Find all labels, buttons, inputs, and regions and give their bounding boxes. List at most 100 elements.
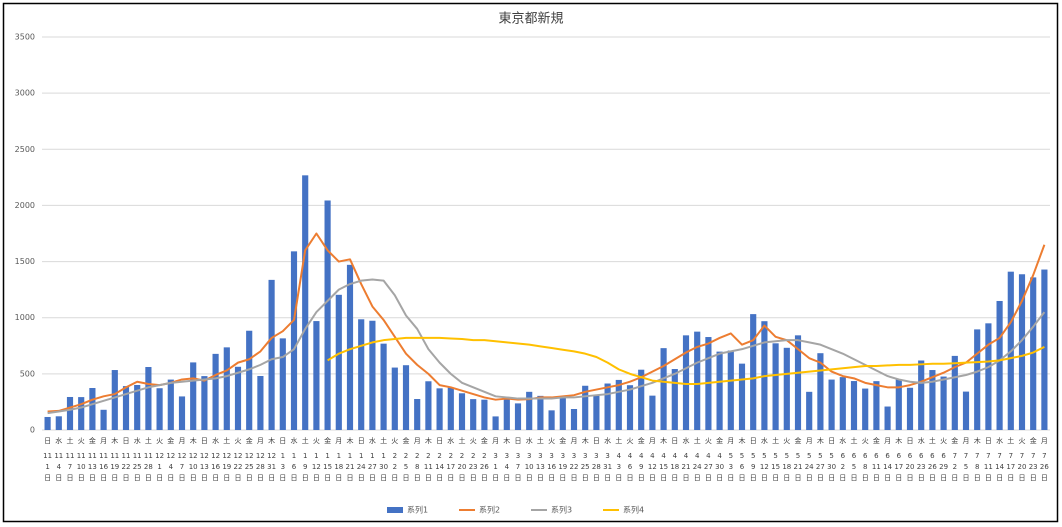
x-weekday-label: 土 [67, 436, 74, 445]
y-tick-label: 1000 [15, 313, 35, 322]
bar [806, 391, 813, 430]
x-tick-label: 6 23 日 [916, 452, 926, 482]
x-tick-label: 6 20 日 [905, 452, 915, 482]
x-tick-label: 12 1 日 [155, 452, 165, 482]
x-tick-label: 5 3 日 [727, 452, 735, 482]
x-weekday-label: 水 [918, 436, 925, 445]
x-tick-label: 7 14 日 [995, 452, 1005, 482]
x-tick-label: 5 30 日 [827, 452, 837, 482]
x-tick-label: 3 10 日 [524, 452, 534, 482]
x-weekday-label: 火 [548, 437, 555, 445]
bar [290, 251, 298, 430]
bar [884, 406, 891, 430]
bar [470, 399, 477, 430]
x-tick-label: 7 20 日 [1017, 452, 1027, 482]
x-weekday-label: 日 [123, 437, 130, 445]
line-series [47, 232, 1046, 413]
x-tick-label: 6 17 日 [894, 452, 904, 482]
bar [974, 329, 981, 430]
x-weekday-label: 月 [1041, 437, 1048, 445]
x-tick-label: 2 2 日 [391, 452, 399, 482]
x-tick-label: 1 24 日 [356, 452, 366, 482]
x-weekday-label: 金 [795, 436, 802, 445]
bar [839, 377, 846, 430]
bar [783, 347, 790, 430]
bar [257, 375, 264, 430]
bar [716, 351, 723, 430]
x-tick-label: 6 8 日 [861, 452, 869, 482]
x-tick-label: 7 17 日 [1006, 452, 1016, 482]
x-tick-label: 11 1 日 [43, 452, 53, 482]
x-weekday-label: 日 [750, 437, 757, 445]
x-weekday-label: 水 [839, 436, 846, 445]
bar [111, 370, 118, 430]
x-weekday-label: 月 [571, 437, 578, 445]
x-tick-label: 5 21 日 [793, 452, 803, 482]
x-weekday-label: 月 [884, 437, 891, 445]
bar [694, 331, 701, 430]
bar [794, 335, 802, 430]
x-weekday-label: 日 [358, 437, 365, 445]
x-weekday-label: 木 [739, 436, 746, 445]
x-tick-label: 4 12 日 [647, 452, 657, 482]
bar [481, 399, 488, 430]
x-weekday-label: 金 [324, 436, 331, 445]
x-tick-label: 3 16 日 [547, 452, 557, 482]
x-weekday-label: 月 [492, 437, 499, 445]
bar [190, 362, 197, 430]
x-weekday-label: 月 [100, 437, 107, 445]
x-tick-label: 11 19 日 [110, 452, 120, 482]
legend-label: 系列4 [623, 505, 644, 515]
x-tick-label: 1 12 日 [311, 452, 321, 482]
x-weekday-label: 木 [895, 436, 902, 445]
x-weekday-label: 金 [89, 436, 96, 445]
bar [750, 314, 757, 430]
x-weekday-label: 日 [907, 437, 914, 445]
x-tick-label: 5 18 日 [782, 452, 792, 482]
x-weekday-label: 月 [179, 437, 186, 445]
bar [391, 367, 398, 430]
bar [335, 294, 342, 430]
x-tick-label: 1 21 日 [345, 452, 355, 482]
x-tick-label: 4 30 日 [715, 452, 725, 482]
bar [570, 409, 578, 430]
bar [369, 320, 376, 430]
y-tick-label: 2500 [15, 145, 35, 154]
x-tick-label: 4 15 日 [659, 452, 669, 482]
x-weekday-label: 水 [683, 436, 690, 445]
x-weekday-label: 火 [313, 437, 320, 445]
x-tick-label: 3 19 日 [558, 452, 568, 482]
x-tick-label: 12 31 日 [267, 452, 277, 482]
x-tick-label: 6 14 日 [883, 452, 893, 482]
x-tick-label: 5 6 日 [738, 452, 746, 482]
x-weekday-label: 木 [425, 436, 432, 445]
x-tick-label: 2 23 日 [468, 452, 478, 482]
x-tick-label: 11 7 日 [65, 452, 75, 482]
x-tick-label: 11 13 日 [87, 452, 97, 482]
bar [1030, 277, 1037, 430]
bar [727, 350, 734, 430]
x-weekday-label: 土 [694, 436, 701, 445]
x-weekday-label: 土 [145, 436, 152, 445]
x-tick-label: 7 8 日 [973, 452, 981, 482]
x-weekday-label: 土 [772, 436, 779, 445]
y-tick-label: 0 [30, 426, 35, 435]
x-weekday-label: 火 [783, 437, 790, 445]
x-tick-label: 3 4 日 [503, 452, 511, 482]
x-tick-label: 12 16 日 [211, 452, 221, 482]
bar [929, 370, 936, 430]
y-tick-label: 3500 [15, 33, 35, 42]
x-tick-label: 1 18 日 [334, 452, 344, 482]
line-series [47, 278, 1046, 415]
x-tick-label: 5 12 日 [759, 452, 769, 482]
legend-label: 系列2 [479, 505, 500, 515]
x-weekday-label: 火 [156, 437, 163, 445]
x-weekday-label: 土 [223, 436, 230, 445]
x-weekday-label: 木 [974, 436, 981, 445]
x-weekday-label: 水 [291, 436, 298, 445]
bar [638, 369, 645, 430]
x-weekday-label: 木 [817, 436, 824, 445]
x-weekday-label: 金 [716, 436, 723, 445]
x-tick-label: 12 10 日 [188, 452, 198, 482]
